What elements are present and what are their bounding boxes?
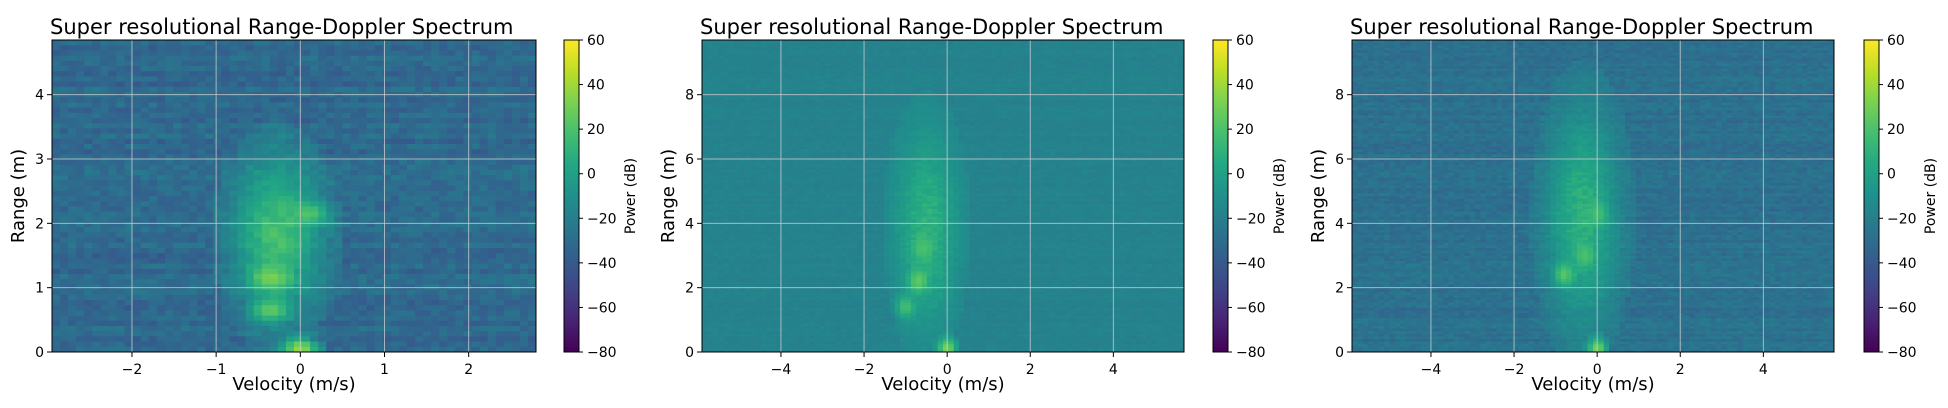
x-tick-label: −2 (854, 362, 875, 378)
x-tick-label: 0 (296, 362, 305, 378)
colorbar-tick-label: 60 (1887, 33, 1905, 49)
colorbar-tick-label: 40 (1236, 78, 1254, 94)
y-axis-label: Range (m) (658, 149, 679, 243)
x-tick-label: −2 (122, 362, 143, 378)
colorbar-tick-label: −20 (587, 211, 617, 227)
heatmap (702, 40, 1184, 352)
colorbar: 60 40 20 0 −20 −40 −60 −80 Power (dB) (1863, 33, 1939, 361)
y-tick-label: 4 (35, 88, 44, 104)
colorbar-tick-label: −40 (1236, 256, 1266, 272)
colorbar-tick-label: 40 (1887, 78, 1905, 94)
x-tick-label: 2 (1676, 362, 1685, 378)
colorbar-tick-label: 60 (1236, 33, 1254, 49)
y-tick-label: 6 (1335, 152, 1344, 168)
y-tick-label: 0 (685, 345, 694, 361)
colorbar-tick-label: 20 (1887, 122, 1905, 138)
x-tick-label: 2 (1026, 362, 1035, 378)
heatmap (52, 40, 536, 352)
y-tick-label: 1 (35, 281, 44, 297)
x-tick-label: 0 (943, 362, 952, 378)
chart-title: Super resolutional Range-Doppler Spectru… (1350, 15, 1813, 39)
y-tick-label: 4 (1335, 216, 1344, 232)
colorbar-tick-label: 40 (587, 78, 605, 94)
colorbar-tick-label: −60 (1236, 300, 1266, 316)
colorbar-tick-label: 0 (587, 167, 596, 183)
x-tick-label: −1 (206, 362, 227, 378)
x-tick-label: 4 (1759, 362, 1768, 378)
x-axis-label: Velocity (m/s) (232, 374, 355, 395)
x-axis-label: Velocity (m/s) (1531, 374, 1654, 395)
y-axis-label: Range (m) (8, 149, 29, 243)
y-tick-label: 8 (1335, 88, 1344, 104)
colorbar-tick-label: 0 (1887, 167, 1896, 183)
y-tick-label: 2 (685, 281, 694, 297)
colorbar-label: Power (dB) (1923, 158, 1939, 234)
heatmap (1352, 40, 1834, 352)
y-tick-label: 8 (685, 88, 694, 104)
colorbar-tick-label: 60 (587, 33, 605, 49)
y-tick-label: 2 (35, 216, 44, 232)
colorbar-tick-label: 20 (1236, 122, 1254, 138)
colorbar-tick-label: −20 (1887, 211, 1917, 227)
colorbar-tick-label: −80 (587, 345, 617, 361)
x-tick-label: 1 (380, 362, 389, 378)
y-tick-label: 0 (1335, 345, 1344, 361)
x-tick-label: −4 (771, 362, 792, 378)
colorbar-tick-label: −60 (587, 300, 617, 316)
y-axis-label: Range (m) (1308, 149, 1329, 243)
x-tick-label: −4 (1421, 362, 1442, 378)
colorbar-tick-label: −40 (1887, 256, 1917, 272)
x-tick-label: 0 (1593, 362, 1602, 378)
colorbar-tick-label: −60 (1887, 300, 1917, 316)
colorbar-label: Power (dB) (1272, 158, 1288, 234)
y-tick-label: 0 (35, 345, 44, 361)
colorbar-label: Power (dB) (623, 158, 639, 234)
colorbar: 60 40 20 0 −20 −40 −60 −80 Power (dB) (1212, 33, 1288, 361)
colorbar-tick-label: −40 (587, 256, 617, 272)
y-tick-label: 3 (35, 152, 44, 168)
y-tick-label: 4 (685, 216, 694, 232)
colorbar-tick-label: 0 (1236, 167, 1245, 183)
plot-frame (51, 39, 537, 353)
colorbar-tick-label: −80 (1236, 345, 1266, 361)
colorbar: 60 40 20 0 −20 −40 −60 −80 Power (dB) (563, 33, 639, 361)
y-tick-label: 6 (685, 152, 694, 168)
plot-frame (1351, 39, 1835, 353)
x-tick-label: 2 (464, 362, 473, 378)
colorbar-tick-label: −80 (1887, 345, 1917, 361)
colorbar-tick-label: −20 (1236, 211, 1266, 227)
x-axis-label: Velocity (m/s) (881, 374, 1004, 395)
chart-title: Super resolutional Range-Doppler Spectru… (50, 15, 513, 39)
chart-title: Super resolutional Range-Doppler Spectru… (700, 15, 1163, 39)
plot-frame (701, 39, 1185, 353)
y-tick-label: 2 (1335, 281, 1344, 297)
x-tick-label: −2 (1504, 362, 1525, 378)
x-tick-label: 4 (1109, 362, 1118, 378)
colorbar-tick-label: 20 (587, 122, 605, 138)
